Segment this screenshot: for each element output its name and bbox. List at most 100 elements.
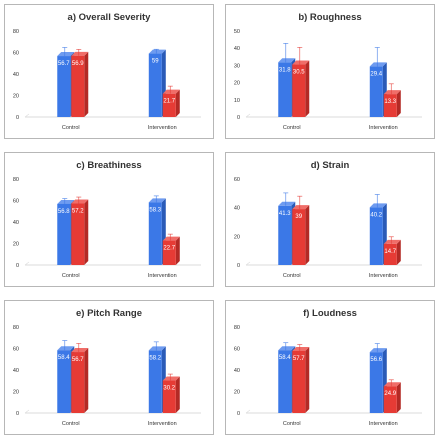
chart-panel-3: d) Strain 0 20 40 60 Control 41.3 39 Interventio… <box>225 152 435 287</box>
bar-top <box>278 346 296 351</box>
data-label: 58.4 <box>58 355 70 361</box>
bar-top <box>148 198 166 203</box>
bar-side <box>84 348 89 413</box>
bar <box>383 243 397 265</box>
data-label: 56.8 <box>58 209 70 215</box>
bar-top <box>162 376 180 381</box>
x-category-label: Intervention <box>148 125 177 131</box>
bar <box>383 386 397 413</box>
data-label: 58.4 <box>279 355 291 361</box>
bar-side <box>396 382 401 413</box>
chart-svg: d) Strain 0 20 40 60 Control 41.3 39 Interventio… <box>234 160 422 279</box>
y-tick-label: 40 <box>234 46 240 52</box>
bar-top <box>162 236 180 241</box>
bar-side <box>175 89 180 117</box>
y-tick-label: 40 <box>13 72 19 78</box>
bar-side <box>305 346 310 413</box>
bar <box>162 380 176 413</box>
x-category-label: Control <box>62 125 80 131</box>
data-label: 39 <box>295 214 302 220</box>
bar-top <box>369 62 387 67</box>
chart-panel-5: f) Loudness 0 20 40 60 80 Control 58.4 57.7 Inter… <box>225 300 435 435</box>
y-tick-label: 60 <box>13 347 19 353</box>
data-label: 57.2 <box>72 209 84 215</box>
bar-side <box>305 205 310 265</box>
bar-side <box>305 60 310 117</box>
bar-top <box>57 199 75 204</box>
bar <box>148 350 162 413</box>
data-label: 30.5 <box>293 70 305 76</box>
bar <box>57 350 71 413</box>
bar <box>292 350 306 413</box>
data-label: 13.3 <box>384 99 396 105</box>
bar-top <box>292 205 310 210</box>
data-label: 21.7 <box>163 99 175 105</box>
bar-top <box>162 89 180 94</box>
bar <box>148 202 162 265</box>
data-label: 30.2 <box>163 386 175 392</box>
bar <box>57 56 71 117</box>
bar-top <box>383 239 401 244</box>
y-tick-label: 20 <box>234 81 240 87</box>
bar-top <box>278 58 296 63</box>
data-label: 59 <box>152 59 159 65</box>
y-tick-label: 60 <box>13 51 19 57</box>
floor-edge <box>24 113 30 118</box>
y-tick-label: 20 <box>13 242 19 248</box>
bar <box>162 93 176 117</box>
data-label: 58.2 <box>149 355 161 361</box>
bar <box>278 62 292 117</box>
chart-svg: f) Loudness 0 20 40 60 80 Control 58.4 57.7 Inter… <box>234 308 422 427</box>
chart-title: b) Roughness <box>298 12 361 23</box>
data-label: 56.6 <box>370 357 382 363</box>
bar-top <box>383 382 401 387</box>
x-category-label: Intervention <box>369 273 398 279</box>
floor-edge <box>245 113 251 118</box>
bar-top <box>57 52 75 57</box>
data-label: 56.7 <box>58 61 70 67</box>
x-category-label: Control <box>62 421 80 427</box>
y-tick-label: 50 <box>234 29 240 35</box>
x-category-label: Intervention <box>148 421 177 427</box>
chart-svg: e) Pitch Range 0 20 40 60 80 Control 58.4 56.7 In… <box>13 308 201 427</box>
chart-title: d) Strain <box>311 160 350 171</box>
floor-edge <box>24 261 30 266</box>
data-label: 29.4 <box>370 71 382 77</box>
bar-top <box>383 90 401 95</box>
y-tick-label: 0 <box>16 263 19 269</box>
y-tick-label: 20 <box>234 390 240 396</box>
y-tick-label: 0 <box>16 115 19 121</box>
x-category-label: Control <box>283 273 301 279</box>
chart-panel-4: e) Pitch Range 0 20 40 60 80 Control 58.4 56.7 In… <box>4 300 214 435</box>
bar <box>278 350 292 413</box>
data-label: 22.7 <box>163 246 175 252</box>
floor-edge <box>24 409 30 414</box>
bar <box>162 240 176 265</box>
y-tick-label: 20 <box>13 94 19 100</box>
bar-side <box>84 51 89 117</box>
chart-panel-1: b) Roughness 0 10 20 30 40 50 Control 31.8 30.5 In… <box>225 4 435 139</box>
y-tick-label: 20 <box>13 390 19 396</box>
bar-top <box>292 346 310 351</box>
x-category-label: Intervention <box>148 273 177 279</box>
bar <box>369 352 383 413</box>
data-label: 40.2 <box>370 212 382 218</box>
y-tick-label: 80 <box>13 177 19 183</box>
chart-svg: c) Breathiness 0 20 40 60 80 Control 56.8 57.2 In… <box>13 160 201 279</box>
bar <box>278 205 292 265</box>
bar-top <box>369 203 387 208</box>
y-tick-label: 80 <box>13 325 19 331</box>
chart-title: f) Loudness <box>303 308 357 319</box>
data-label: 24.9 <box>384 391 396 397</box>
data-label: 41.3 <box>279 211 291 217</box>
bar-side <box>84 199 89 265</box>
x-category-label: Intervention <box>369 125 398 131</box>
y-tick-label: 10 <box>234 98 240 104</box>
x-category-label: Control <box>283 421 301 427</box>
bar-side <box>175 236 180 265</box>
x-category-label: Control <box>62 273 80 279</box>
bar <box>383 94 397 117</box>
y-tick-label: 40 <box>13 220 19 226</box>
data-label: 57.7 <box>293 356 305 362</box>
bar-side <box>396 239 401 265</box>
